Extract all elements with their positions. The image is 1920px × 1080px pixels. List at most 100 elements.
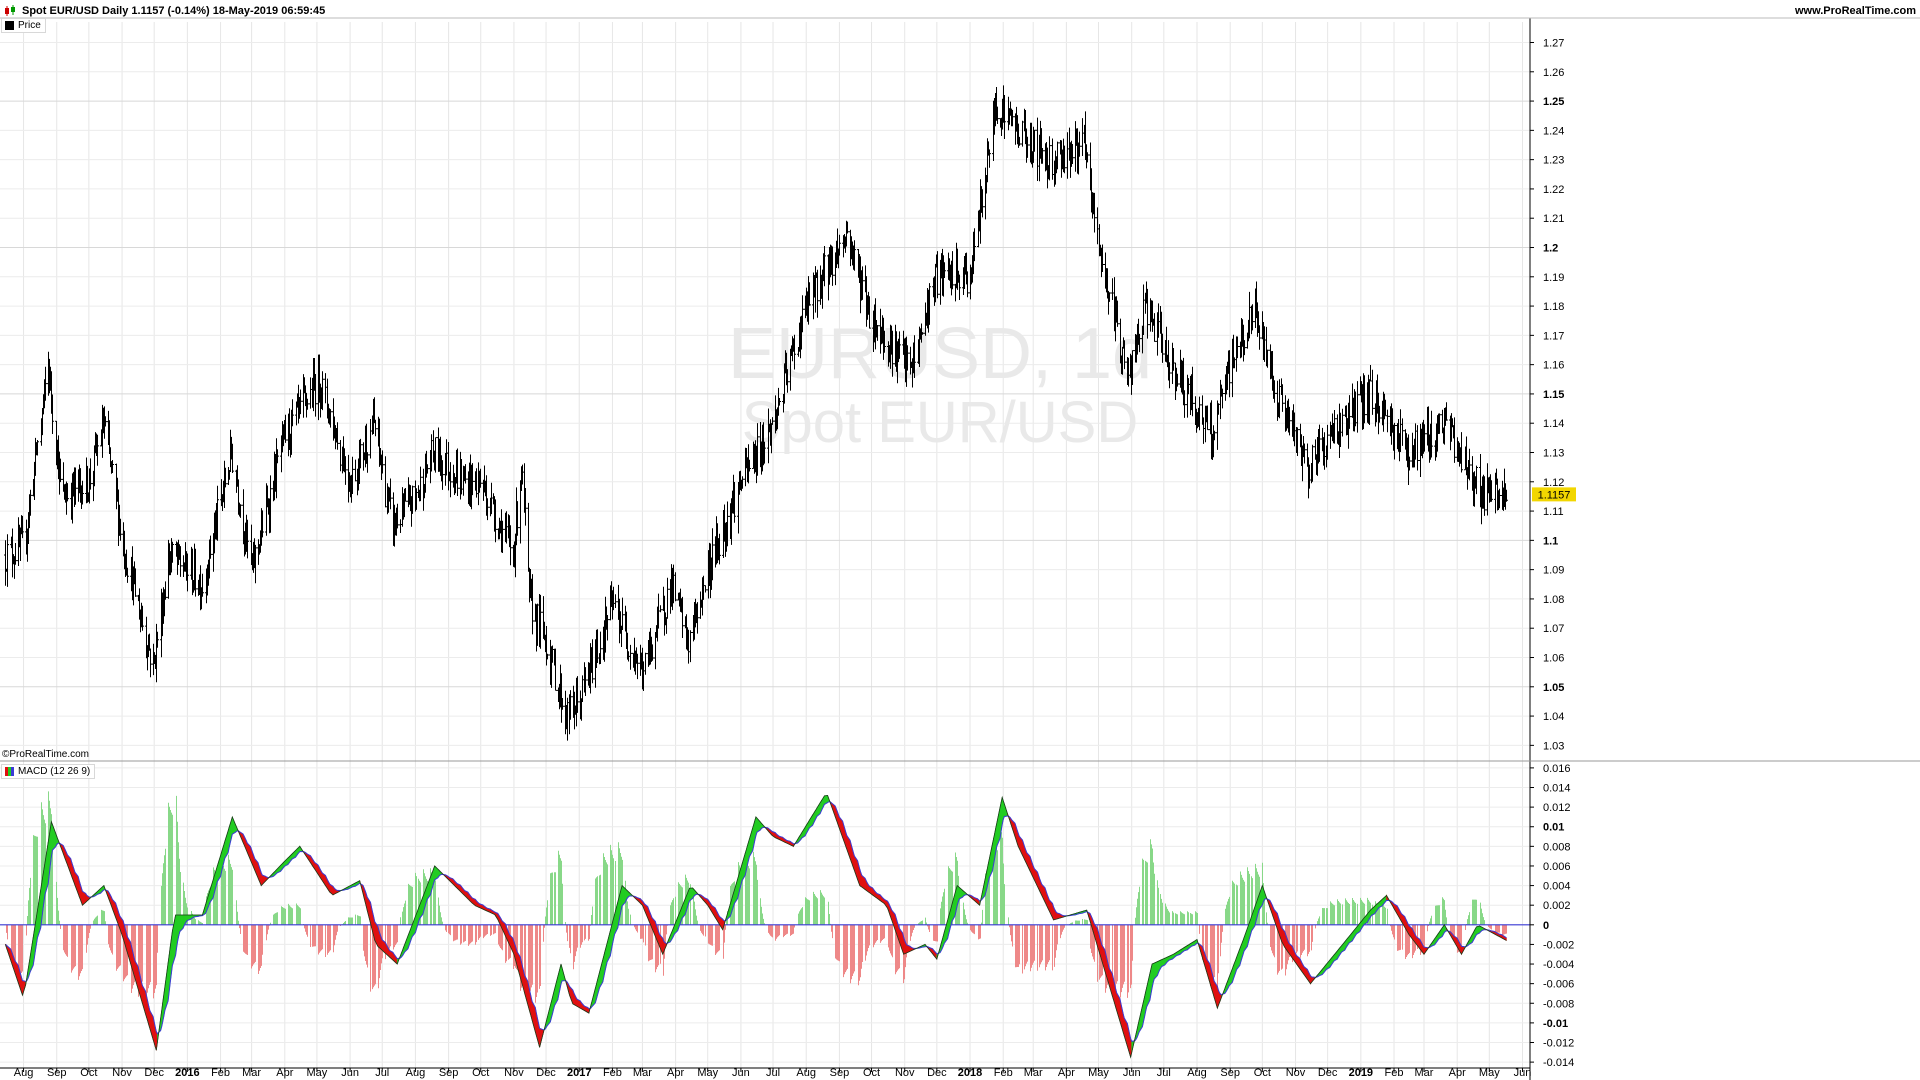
- x-tick-label: Feb: [1385, 1067, 1404, 1079]
- x-tick-label: Dec: [536, 1067, 556, 1079]
- watermark: EURUSD, 1d Spot EUR/USD: [728, 314, 1152, 455]
- price-legend[interactable]: Price: [1, 18, 46, 33]
- x-tick-label: Oct: [1254, 1067, 1271, 1079]
- x-axis-ticks: Aug Sep Oct Nov Dec 2016 Feb Mar Apr May Jun Jul Aug…: [14, 1067, 1532, 1079]
- price-y-tick-label: 1.21: [1543, 213, 1564, 225]
- x-tick-label: 2016: [175, 1067, 199, 1079]
- price-y-tick-label: 1.23: [1543, 155, 1564, 167]
- x-tick-label: Jun: [1514, 1067, 1532, 1079]
- price-y-tick-label: 1.14: [1543, 418, 1564, 430]
- macd-y-tick-label: 0.006: [1543, 861, 1571, 873]
- macd-histogram: [6, 791, 1507, 1003]
- x-tick-label: Jul: [375, 1067, 389, 1079]
- price-y-tick-label: 1.13: [1543, 448, 1564, 460]
- x-tick-label: 2017: [567, 1067, 591, 1079]
- macd-y-tick-label: -0.004: [1543, 959, 1574, 971]
- watermark-name: Spot EUR/USD: [742, 390, 1138, 455]
- macd-y-tick-label: -0.008: [1543, 998, 1574, 1010]
- price-y-tick-label: 1.2: [1543, 243, 1558, 255]
- x-tick-label: May: [307, 1067, 328, 1079]
- x-tick-label: Feb: [994, 1067, 1013, 1079]
- macd-legend-label: MACD (12 26 9): [18, 766, 91, 777]
- price-legend-swatch: [5, 21, 14, 30]
- x-tick-label: Apr: [667, 1067, 684, 1079]
- x-tick-label: Aug: [14, 1067, 34, 1079]
- x-tick-label: May: [697, 1067, 718, 1079]
- price-y-tick-label: 1.07: [1543, 623, 1564, 635]
- macd-legend-swatch: [5, 767, 14, 776]
- price-y-tick-label: 1.17: [1543, 330, 1564, 342]
- x-tick-label: Feb: [211, 1067, 230, 1079]
- copyright-text: ©ProRealTime.com: [2, 749, 90, 760]
- macd-y-tick-label: -0.01: [1543, 1018, 1568, 1030]
- last-price-label: 1.1157: [1538, 489, 1571, 501]
- x-tick-label: Dec: [927, 1067, 947, 1079]
- price-y-tick-label: 1.09: [1543, 565, 1564, 577]
- x-tick-label: May: [1479, 1067, 1500, 1079]
- price-y-tick-label: 1.15: [1543, 389, 1564, 401]
- price-y-tick-label: 1.05: [1543, 682, 1564, 694]
- macd-signal-line: [5, 801, 1507, 1042]
- x-tick-label: Sep: [439, 1067, 459, 1079]
- macd-legend[interactable]: MACD (12 26 9): [1, 764, 96, 779]
- x-tick-label: Dec: [1318, 1067, 1338, 1079]
- price-ohlc-bars: [4, 85, 1508, 741]
- price-y-tick-label: 1.24: [1543, 125, 1564, 137]
- macd-y-tick-label: -0.012: [1543, 1038, 1574, 1050]
- macd-signal-fill: [232, 816, 236, 835]
- x-tick-label: Oct: [472, 1067, 489, 1079]
- x-tick-label: Nov: [895, 1067, 915, 1079]
- price-y-tick-label: 1.18: [1543, 301, 1564, 313]
- macd-y-tick-label: -0.006: [1543, 979, 1574, 991]
- chart-header: Spot EUR/USD Daily 1.1157 (-0.14%) 18-Ma…: [4, 5, 325, 17]
- x-tick-label: Mar: [1415, 1067, 1434, 1079]
- x-tick-label: Feb: [603, 1067, 622, 1079]
- macd-y-tick-label: 0.012: [1543, 802, 1571, 814]
- macd-y-tick-label: 0: [1543, 920, 1549, 932]
- x-tick-label: Jul: [1157, 1067, 1171, 1079]
- x-tick-label: Nov: [112, 1067, 132, 1079]
- x-tick-label: Nov: [504, 1067, 524, 1079]
- price-y-tick-label: 1.08: [1543, 594, 1564, 606]
- macd-line: [5, 794, 1507, 1059]
- price-y-tick-label: 1.16: [1543, 360, 1564, 372]
- x-tick-label: Oct: [80, 1067, 97, 1079]
- price-y-tick-label: 1.11: [1543, 506, 1564, 518]
- x-tick-label: Sep: [830, 1067, 850, 1079]
- price-y-tick-label: 1.1: [1543, 535, 1558, 547]
- price-y-tick-label: 1.06: [1543, 653, 1564, 665]
- macd-histogram-negative: [6, 924, 1507, 1003]
- x-tick-label: Aug: [796, 1067, 816, 1079]
- price-y-tick-label: 1.12: [1543, 477, 1564, 489]
- price-y-tick-label: 1.26: [1543, 67, 1564, 79]
- x-tick-label: Mar: [633, 1067, 652, 1079]
- price-y-tick-label: 1.03: [1543, 740, 1564, 752]
- candle-icon: [4, 5, 16, 17]
- x-tick-label: Jun: [341, 1067, 359, 1079]
- macd-lines: [0, 794, 1530, 1059]
- x-tick-label: Apr: [1449, 1067, 1466, 1079]
- x-tick-label: Mar: [1024, 1067, 1043, 1079]
- x-tick-label: May: [1088, 1067, 1109, 1079]
- macd-histogram-positive: [27, 791, 1485, 925]
- x-tick-label: Jul: [766, 1067, 780, 1079]
- x-tick-label: Nov: [1286, 1067, 1306, 1079]
- x-tick-label: Sep: [47, 1067, 67, 1079]
- last-price-badge: [1532, 487, 1576, 502]
- x-tick-label: Aug: [406, 1067, 426, 1079]
- x-tick-label: Apr: [1058, 1067, 1075, 1079]
- brand-link[interactable]: www.ProRealTime.com: [1794, 5, 1916, 17]
- x-tick-label: Sep: [1220, 1067, 1240, 1079]
- macd-y-tick-label: 0.01: [1543, 822, 1564, 834]
- macd-y-tick-label: 0.004: [1543, 881, 1571, 893]
- price-legend-label: Price: [18, 20, 41, 31]
- macd-y-tick-label: -0.014: [1543, 1057, 1574, 1069]
- macd-y-tick-label: 0.008: [1543, 841, 1571, 853]
- x-tick-label: Aug: [1187, 1067, 1207, 1079]
- macd-y-tick-label: -0.002: [1543, 939, 1574, 951]
- x-tick-label: 2019: [1349, 1067, 1373, 1079]
- x-tick-label: Dec: [144, 1067, 164, 1079]
- x-tick-label: Oct: [863, 1067, 880, 1079]
- chart-title: Spot EUR/USD Daily 1.1157 (-0.14%) 18-Ma…: [22, 5, 326, 17]
